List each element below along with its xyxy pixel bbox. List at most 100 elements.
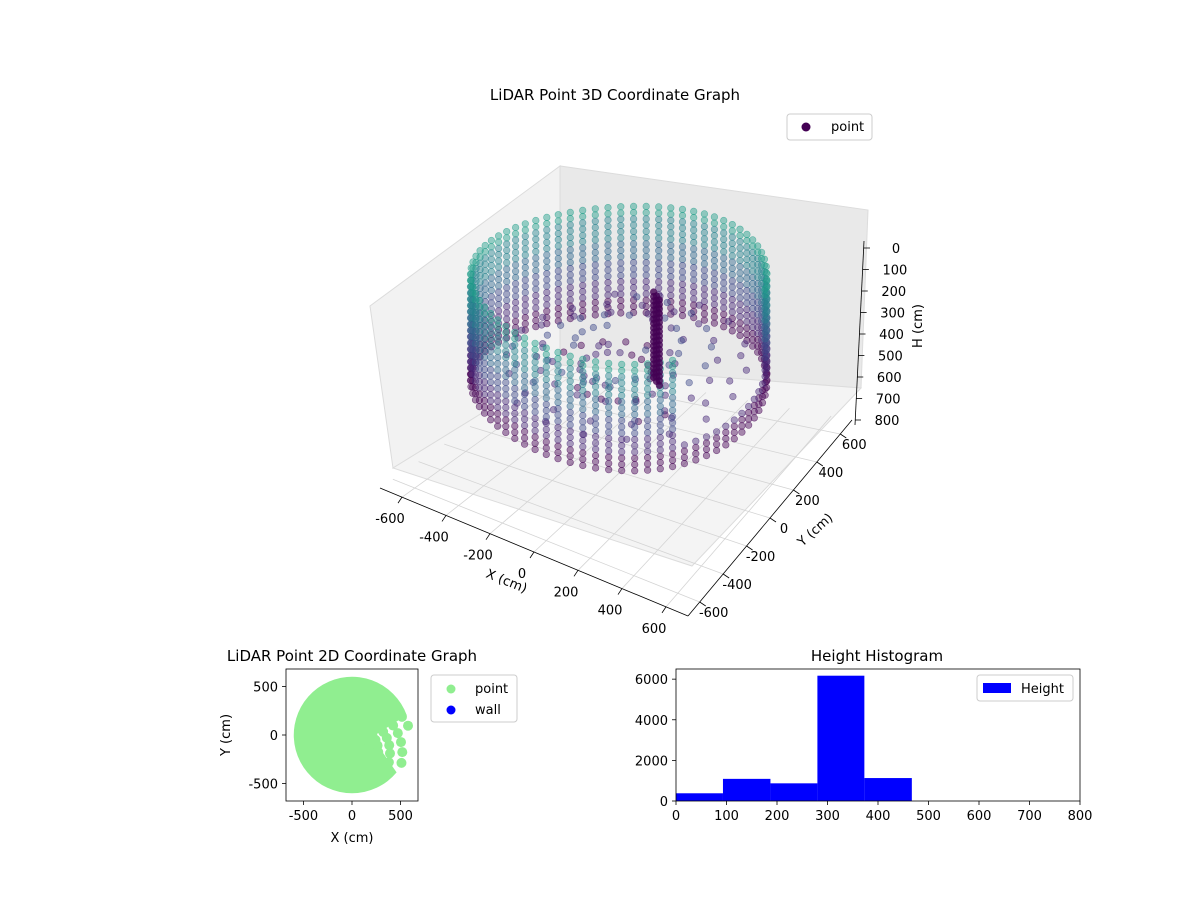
scatter-point <box>643 360 652 368</box>
scatter-point <box>618 429 626 437</box>
scatter-point <box>618 423 626 431</box>
scatter-point <box>685 379 693 387</box>
scatter-point <box>631 442 639 450</box>
scatter-point <box>531 389 539 397</box>
scatter-point <box>511 236 520 244</box>
scatter-point <box>720 279 728 287</box>
scatter-point <box>494 335 502 343</box>
scatter-point <box>591 217 599 225</box>
scatter-point <box>521 320 529 328</box>
scatter-point <box>373 722 384 733</box>
scatter-point <box>700 266 709 274</box>
x-tick-label: 0 <box>348 809 356 824</box>
scatter-point <box>591 414 600 422</box>
scatter-point <box>720 323 728 331</box>
scatter-point <box>566 258 574 267</box>
y-tick-label: -500 <box>248 778 278 793</box>
scatter-point <box>656 390 664 398</box>
scatter-point <box>542 375 550 384</box>
scatter-point <box>736 269 744 277</box>
scatter-point <box>728 258 736 266</box>
scatter-point <box>749 342 757 350</box>
chart-3d-legend-label: point <box>831 120 864 135</box>
scatter-point <box>591 211 599 219</box>
scatter-point <box>667 291 675 300</box>
scatter-point <box>480 403 489 411</box>
scatter-point <box>542 432 550 440</box>
scatter-point <box>554 361 562 369</box>
scatter-point <box>700 310 709 318</box>
scatter-point <box>726 377 734 385</box>
scatter-point <box>494 410 502 418</box>
scatter-point <box>761 372 769 381</box>
scatter-point <box>566 358 574 367</box>
scatter-point <box>728 239 736 247</box>
scatter-point <box>568 304 577 313</box>
scatter-point <box>656 433 664 442</box>
scatter-point <box>480 409 489 417</box>
scatter-point <box>605 384 613 393</box>
scatter-point <box>742 366 751 374</box>
scatter-point <box>690 301 698 309</box>
scatter-point <box>678 305 687 314</box>
x-tick-label: -200 <box>463 549 493 564</box>
scatter-point <box>728 233 736 241</box>
scatter-point <box>566 296 574 304</box>
y-tick-label: 200 <box>795 494 820 509</box>
scatter-point <box>589 323 598 332</box>
scatter-point <box>494 397 502 405</box>
scatter-point <box>743 299 751 307</box>
scatter-point <box>668 388 677 396</box>
scatter-point <box>672 324 681 333</box>
scatter-point <box>554 211 562 219</box>
scatter-point <box>631 410 639 419</box>
scatter-point <box>730 435 738 443</box>
scatter-point <box>743 312 751 320</box>
scatter-point <box>736 238 744 246</box>
scatter-point <box>579 250 587 258</box>
scatter-point <box>494 360 502 368</box>
scatter-point <box>617 234 625 242</box>
scatter-point <box>511 248 520 257</box>
scatter-point <box>667 216 675 224</box>
chart-2d-point-cloud <box>293 676 407 794</box>
scatter-point <box>520 378 529 386</box>
scatter-point <box>579 411 587 420</box>
scatter-point <box>569 341 578 349</box>
scatter-point <box>396 757 407 768</box>
scatter-point <box>469 258 477 266</box>
scatter-point <box>554 298 562 306</box>
scatter-point <box>579 263 587 271</box>
scatter-point <box>700 254 709 262</box>
scatter-point <box>543 282 551 290</box>
scatter-point <box>678 212 687 220</box>
grid-line <box>621 407 790 589</box>
scatter-point <box>643 391 652 399</box>
scatter-point <box>502 422 510 430</box>
scatter-point <box>521 289 529 297</box>
scatter-point <box>736 244 744 252</box>
scatter-point <box>494 403 502 412</box>
scatter-point <box>591 389 600 397</box>
scatter-point <box>560 348 568 356</box>
scatter-point <box>618 385 626 394</box>
scatter-point <box>604 285 612 293</box>
scatter-point <box>480 359 489 367</box>
scatter-point <box>471 290 480 298</box>
scatter-point <box>679 335 687 344</box>
scatter-point <box>511 378 519 386</box>
scatter-point <box>749 267 757 275</box>
scatter-point <box>520 428 529 436</box>
scatter-point <box>758 399 767 407</box>
scatter-point <box>668 406 677 414</box>
scatter-point <box>722 441 730 449</box>
scatter-point <box>579 225 587 233</box>
scatter-point <box>543 251 551 259</box>
scatter-point <box>495 269 503 278</box>
scatter-point <box>543 307 551 315</box>
scatter-point <box>622 338 630 346</box>
scatter-point <box>554 236 562 244</box>
scatter-point <box>521 239 529 247</box>
scatter-point <box>710 257 719 265</box>
scatter-point <box>554 448 562 457</box>
